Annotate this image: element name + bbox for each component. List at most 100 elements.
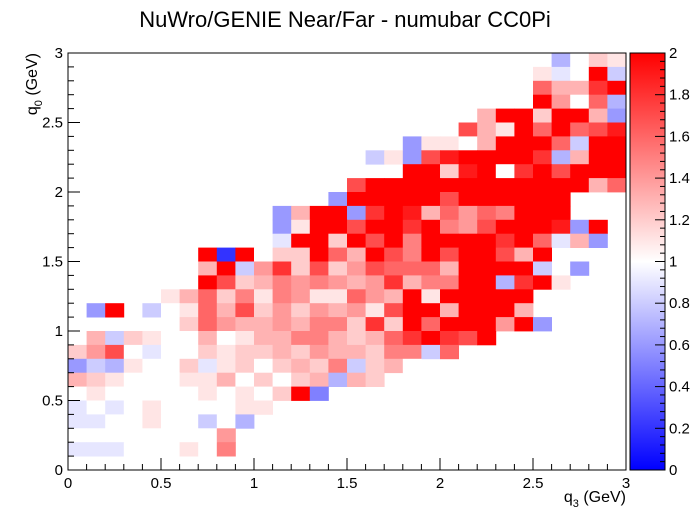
heatmap-cell — [328, 372, 348, 387]
heatmap-cell — [291, 275, 311, 290]
heatmap-cell — [272, 219, 292, 235]
heatmap-cell — [402, 205, 422, 221]
heatmap-cell — [495, 108, 515, 123]
heatmap-cell — [551, 94, 571, 109]
heatmap-cell — [123, 344, 143, 360]
heatmap-cell — [68, 442, 87, 457]
x-tick-label: 1.5 — [337, 475, 358, 492]
heatmap-cell — [123, 331, 143, 346]
heatmap-cell — [235, 331, 255, 346]
heatmap-cell — [477, 122, 497, 137]
heatmap-cell — [384, 358, 404, 374]
heatmap-cell — [588, 164, 608, 179]
z-tick-label: 0.2 — [669, 420, 690, 437]
heatmap-cell — [551, 122, 571, 137]
heatmap-cell — [68, 400, 87, 415]
heatmap-cell — [402, 233, 422, 248]
x-axis-label-main: q — [564, 489, 573, 506]
heatmap-cell — [309, 317, 329, 332]
z-tick-label: 1.4 — [669, 170, 690, 187]
heatmap-cell — [179, 414, 199, 429]
heatmap-cell — [458, 192, 478, 207]
heatmap-cell — [477, 164, 497, 179]
heatmap-cell — [458, 178, 478, 193]
heatmap-cell — [216, 372, 236, 387]
heatmap-cell — [570, 94, 590, 109]
heatmap-cell — [179, 442, 199, 457]
heatmap-cell — [495, 275, 515, 290]
heatmap-cell — [347, 358, 366, 374]
heatmap-cell — [533, 66, 552, 82]
heatmap-cell — [440, 150, 459, 165]
heatmap-cell — [421, 192, 441, 207]
heatmap-cell — [495, 303, 515, 318]
heatmap-cell — [161, 428, 180, 443]
heatmap-cell — [421, 275, 441, 290]
heatmap-cell — [216, 289, 236, 304]
y-tick-label: 1.5 — [42, 254, 63, 271]
heatmap-cell — [328, 317, 348, 332]
heatmap-cell — [365, 289, 385, 304]
heatmap-cell — [514, 219, 534, 235]
heatmap-cell — [142, 442, 162, 457]
heatmap-cell — [86, 442, 106, 457]
heatmap-cell — [514, 233, 534, 248]
heatmap-cell — [440, 247, 459, 262]
heatmap-cell — [254, 289, 273, 304]
heatmap-cell — [384, 233, 404, 248]
z-tick-label: 1.2 — [669, 212, 690, 229]
heatmap-cell — [328, 233, 348, 248]
x-tick-label: 0.5 — [151, 475, 172, 492]
heatmap-cell — [347, 247, 366, 262]
heatmap-cell — [328, 247, 348, 262]
heatmap-cell — [86, 428, 106, 443]
heatmap-cell — [607, 94, 627, 109]
heatmap-cell — [105, 344, 125, 360]
heatmap-cell — [216, 303, 236, 318]
heatmap-cell — [272, 317, 292, 332]
heatmap-cell — [514, 136, 534, 151]
heatmap-cell — [440, 164, 459, 179]
heatmap-cell — [123, 442, 143, 457]
heatmap-cell — [514, 317, 534, 332]
heatmap-cell — [254, 372, 273, 387]
heatmap-cell — [440, 219, 459, 235]
heatmap-cell — [514, 150, 534, 165]
heatmap-cell — [551, 80, 571, 96]
y-axis-label-unit: (GeV) — [24, 53, 41, 100]
heatmap-cell — [198, 247, 218, 262]
heatmap-cell — [551, 178, 571, 193]
heatmap-cell — [402, 219, 422, 235]
heatmap-cell — [291, 205, 311, 221]
heatmap-cell — [235, 372, 255, 387]
heatmap-cell — [309, 219, 329, 235]
heatmap-cell — [179, 289, 199, 304]
heatmap-cell — [198, 372, 218, 387]
heatmap-cell — [86, 358, 106, 374]
heatmap-cell — [477, 205, 497, 221]
heatmap-cell — [254, 275, 273, 290]
heatmap-cell — [495, 289, 515, 304]
heatmap-cell — [533, 233, 552, 248]
heatmap-cell — [272, 372, 292, 387]
heatmap-cell — [607, 122, 627, 137]
heatmap-cell — [365, 233, 385, 248]
heatmap-cell — [533, 150, 552, 165]
heatmap-cell — [179, 344, 199, 360]
heatmap-cell — [588, 233, 608, 248]
heatmap-cell — [68, 428, 87, 443]
heatmap-cell — [216, 317, 236, 332]
heatmap-cell — [607, 66, 627, 82]
heatmap-cell — [198, 428, 218, 443]
heatmap-cell — [365, 275, 385, 290]
heatmap-cells — [68, 53, 627, 457]
z-tick-label: 1.8 — [669, 87, 690, 104]
heatmap-cell — [365, 150, 385, 165]
heatmap-cell — [458, 122, 478, 137]
heatmap-cell — [235, 261, 255, 276]
heatmap-cell — [495, 164, 515, 179]
heatmap-cell — [347, 205, 366, 221]
heatmap-cell — [123, 400, 143, 415]
heatmap-cell — [477, 192, 497, 207]
